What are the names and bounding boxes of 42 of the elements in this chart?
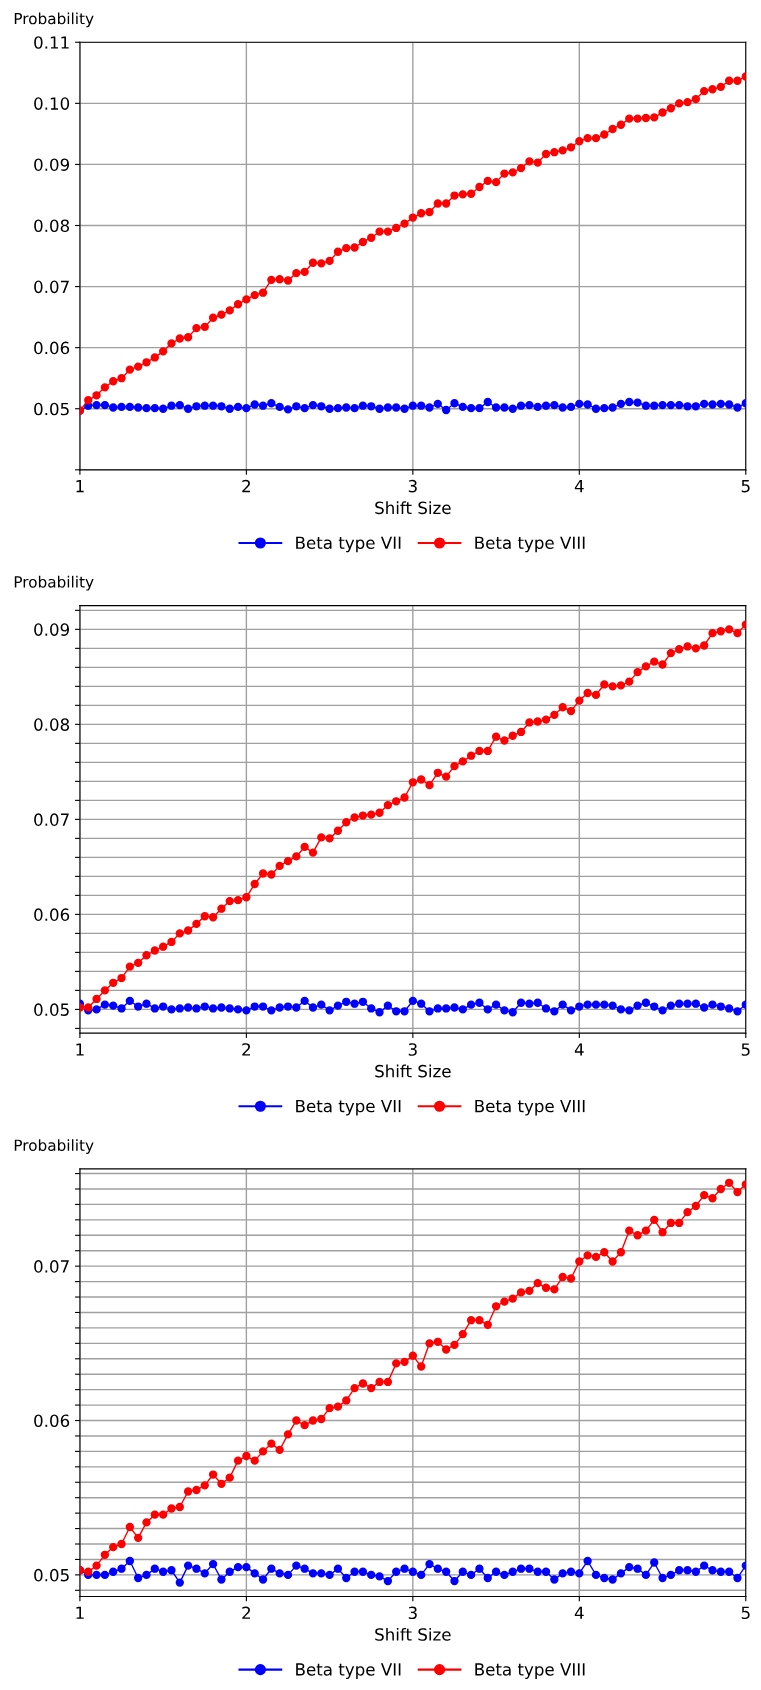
x-tick-label: 3 bbox=[408, 479, 417, 493]
y-tick-label: 0.07 bbox=[34, 1260, 69, 1273]
legend-label: Beta type VIII bbox=[475, 1663, 585, 1679]
y-tick-label: 0.05 bbox=[34, 1568, 69, 1582]
y-tick-label: 0.05 bbox=[34, 1003, 69, 1016]
x-axis-title: Shift Size bbox=[375, 1064, 451, 1078]
legend-label: Beta type VIII bbox=[475, 1099, 585, 1116]
x-tick-label: 2 bbox=[242, 1606, 251, 1619]
y-tick-label: 0.09 bbox=[34, 158, 70, 171]
x-tick-label: 4 bbox=[574, 1043, 584, 1056]
x-axis-title: Shift Size bbox=[375, 1627, 451, 1641]
y-tick-label: 0.09 bbox=[34, 623, 70, 636]
y-tick-label: 0.07 bbox=[34, 280, 69, 294]
x-tick-label: 1 bbox=[76, 480, 84, 493]
x-tick-label: 4 bbox=[574, 1606, 584, 1619]
x-tick-label: 1 bbox=[76, 1043, 84, 1056]
y-tick-label: 0.06 bbox=[34, 341, 70, 355]
y-tick-label: 0.07 bbox=[34, 813, 69, 826]
x-tick-label: 5 bbox=[741, 1043, 750, 1056]
y-tick-label: 0.06 bbox=[34, 1414, 70, 1428]
x-tick-label: 1 bbox=[76, 1606, 84, 1619]
y-tick-label: 0.05 bbox=[34, 402, 69, 416]
x-tick-label: 2 bbox=[242, 479, 251, 493]
x-tick-label: 3 bbox=[408, 1043, 417, 1056]
legend-label: Beta type VIII bbox=[475, 536, 585, 553]
y-axis-title: Probability bbox=[14, 1139, 94, 1154]
y-tick-label: 0.11 bbox=[34, 36, 69, 49]
x-tick-label: 3 bbox=[408, 1606, 417, 1620]
y-tick-label: 0.08 bbox=[34, 219, 70, 233]
x-tick-label: 5 bbox=[741, 1606, 750, 1620]
y-tick-label: 0.06 bbox=[34, 908, 70, 921]
legend-label: Beta type VII bbox=[296, 1099, 401, 1116]
x-tick-label: 2 bbox=[242, 1043, 251, 1056]
y-tick-label: 0.10 bbox=[34, 97, 70, 110]
legend-label: Beta type VII bbox=[296, 1663, 401, 1679]
x-axis-title: Shift Size bbox=[375, 501, 451, 515]
y-axis-title: Probability bbox=[14, 575, 94, 591]
legend-label: Beta type VII bbox=[296, 536, 401, 553]
x-tick-label: 5 bbox=[741, 480, 750, 493]
y-tick-label: 0.08 bbox=[34, 718, 70, 731]
x-tick-label: 4 bbox=[574, 480, 584, 493]
y-axis-title: Probability bbox=[14, 12, 94, 28]
